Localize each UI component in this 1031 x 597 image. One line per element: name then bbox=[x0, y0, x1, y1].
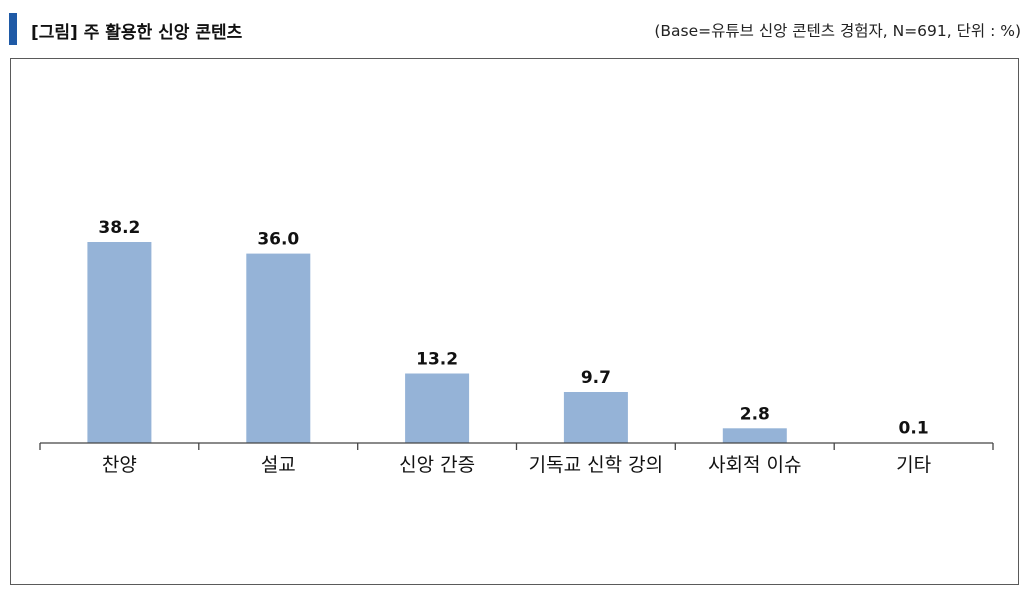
title-accent-bar bbox=[9, 13, 17, 45]
bar-4 bbox=[722, 428, 787, 443]
base-note: (Base=유튜브 신앙 콘텐츠 경험자, N=691, 단위 : %) bbox=[654, 22, 1021, 40]
value-label-1: 36.0 bbox=[257, 230, 299, 250]
chart-frame bbox=[10, 58, 1019, 585]
bar-3 bbox=[563, 392, 628, 443]
category-label-2: 신앙 간증 bbox=[399, 454, 475, 476]
bar-1 bbox=[246, 253, 311, 443]
title-bar: [그림] 주 활용한 신앙 콘텐츠 (Base=유튜브 신앙 콘텐츠 경험자, … bbox=[9, 10, 1021, 46]
value-label-3: 9.7 bbox=[581, 368, 611, 388]
value-label-5: 0.1 bbox=[899, 419, 929, 439]
value-label-0: 38.2 bbox=[98, 218, 140, 238]
value-label-2: 13.2 bbox=[416, 350, 458, 370]
bar-0 bbox=[87, 242, 152, 443]
value-label-4: 2.8 bbox=[740, 404, 770, 424]
category-label-3: 기독교 신학 강의 bbox=[529, 454, 663, 476]
category-label-4: 사회적 이슈 bbox=[708, 454, 801, 476]
category-label-1: 설교 bbox=[261, 454, 296, 476]
category-label-5: 기타 bbox=[896, 454, 931, 476]
figure-title: [그림] 주 활용한 신앙 콘텐츠 bbox=[31, 23, 243, 43]
bar-2 bbox=[405, 373, 470, 443]
category-label-0: 찬양 bbox=[102, 454, 137, 476]
